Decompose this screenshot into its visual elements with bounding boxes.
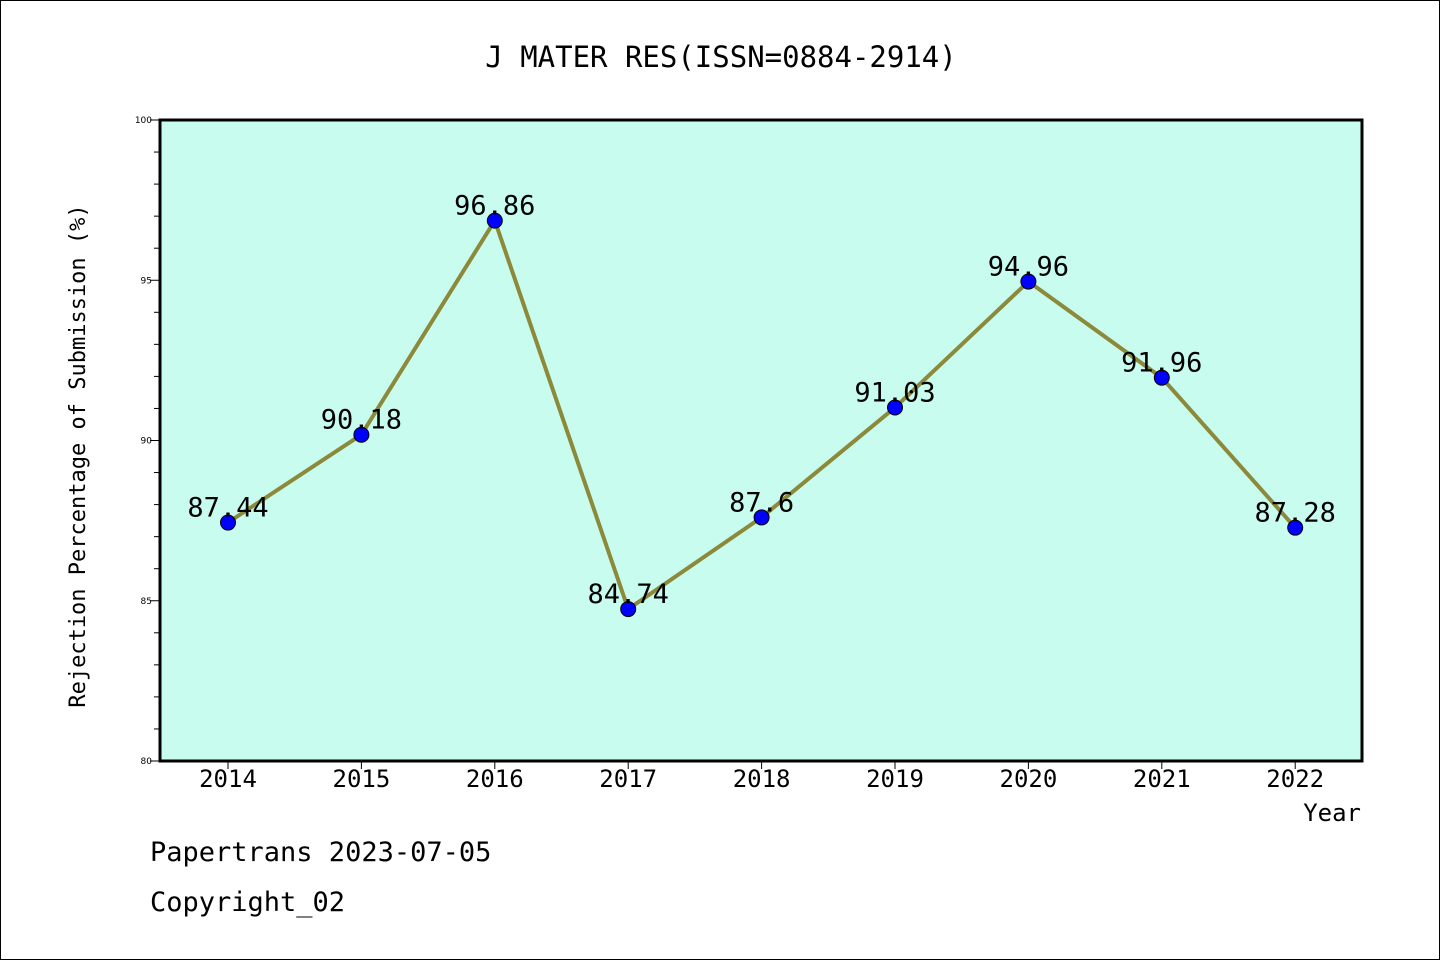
footer-date-line: Papertrans 2023-07-05 <box>150 837 492 868</box>
data-label: 96.86 <box>454 191 535 222</box>
y-axis: 80 85 90 95 100 <box>135 116 160 767</box>
data-label: 91.96 <box>1121 348 1202 379</box>
x-axis-label: Year <box>1303 799 1361 827</box>
plot-area <box>158 118 1364 763</box>
data-label: 91.03 <box>854 377 935 408</box>
data-label: 84.74 <box>588 579 669 610</box>
y-tick-label: 80 <box>141 757 153 767</box>
x-tick-label: 2017 <box>599 765 657 793</box>
y-axis-label: Rejection Percentage of Submission (%) <box>66 204 91 707</box>
chart-title: J MATER RES(ISSN=0884-2914) <box>485 40 956 74</box>
x-axis: 2014 2015 2016 2017 2018 2019 2020 2021 2022 <box>199 761 1324 793</box>
x-tick-label: 2020 <box>1000 765 1058 793</box>
y-tick-label: 100 <box>135 116 152 126</box>
data-point <box>220 514 236 531</box>
y-tick-label: 90 <box>141 437 153 447</box>
data-label: 90.18 <box>321 405 402 436</box>
x-tick-label: 2016 <box>466 765 524 793</box>
x-tick-label: 2014 <box>199 765 257 793</box>
data-point <box>353 426 370 443</box>
x-tick-label: 2021 <box>1133 765 1191 793</box>
footer-copyright-line: Copyright_02 <box>150 887 346 918</box>
data-point <box>1020 273 1037 290</box>
data-label: 94.96 <box>988 252 1069 283</box>
x-tick-label: 2022 <box>1266 765 1324 793</box>
data-point <box>887 399 903 416</box>
series-layer <box>220 212 1304 618</box>
data-point <box>753 509 770 526</box>
x-tick-label: 2015 <box>333 765 391 793</box>
data-point <box>1287 519 1304 536</box>
y-tick-label: 85 <box>141 597 152 607</box>
data-point <box>620 601 637 618</box>
x-tick-label: 2018 <box>733 765 791 793</box>
data-point <box>1153 369 1170 386</box>
data-labels: 87.44 90.18 96.86 84.74 87.6 91.03 94.96 91.96 8… <box>187 191 1335 610</box>
data-label: 87.44 <box>187 493 268 524</box>
data-point <box>486 212 503 229</box>
y-tick-label: 95 <box>141 276 152 286</box>
data-label: 87.6 <box>729 487 794 518</box>
x-tick-label: 2019 <box>866 765 924 793</box>
data-label: 87.28 <box>1255 498 1336 529</box>
